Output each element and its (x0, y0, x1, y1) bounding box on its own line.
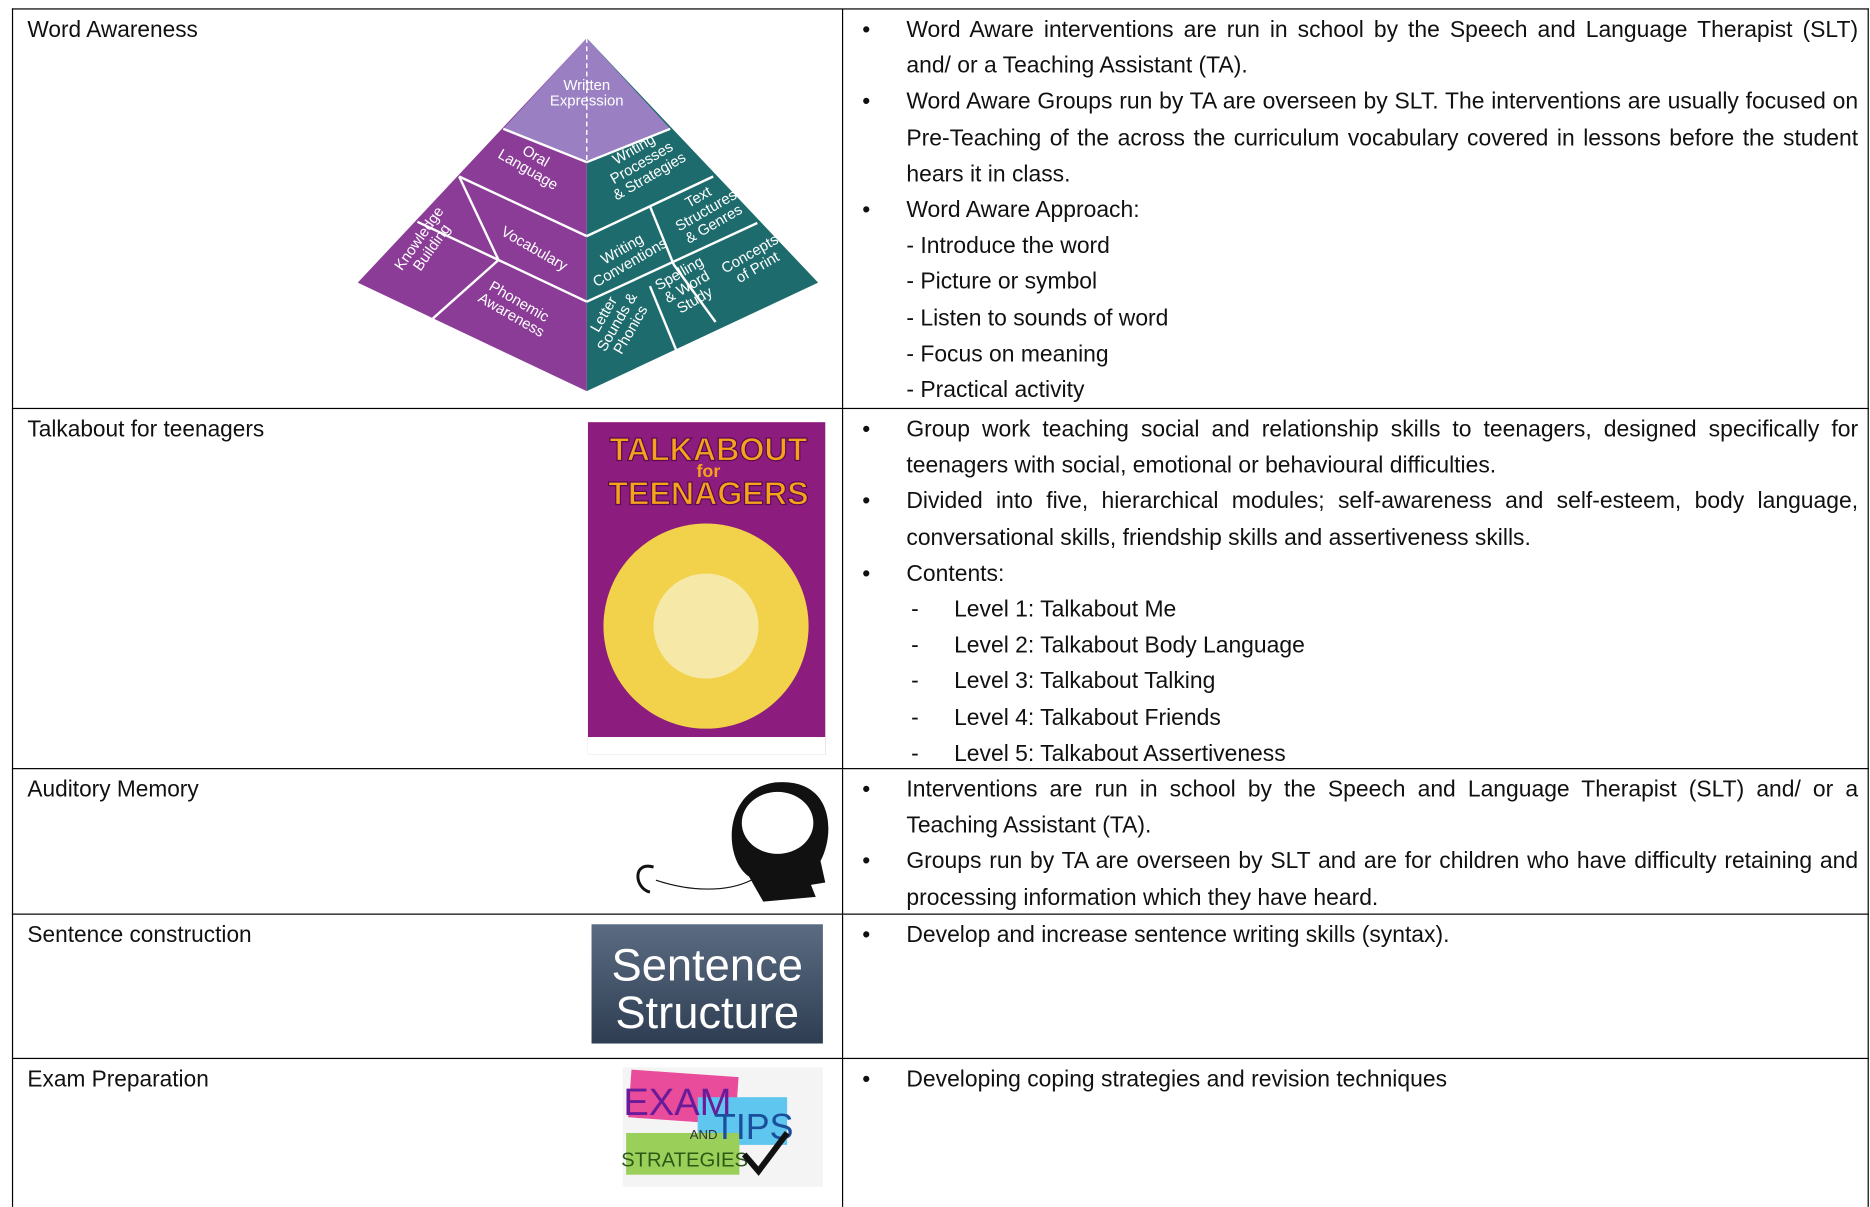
sub-item: - Level 2: Talkabout Body Language (843, 629, 1858, 665)
bullet-item: Group work teaching social and relations… (843, 413, 1858, 485)
bullet-item: Groups run by TA are overseen by SLT and… (843, 845, 1858, 917)
sub-text: Level 4: Talkabout Friends (954, 705, 1221, 731)
row-title: Talkabout for teenagers (27, 417, 265, 443)
sub-item: - Level 3: Talkabout Talking (843, 665, 1858, 701)
row-title: Auditory Memory (27, 777, 199, 803)
bullet-item: Word Aware Groups run by TA are overseen… (843, 85, 1858, 193)
bullet-item: Divided into five, hierarchical modules;… (843, 485, 1858, 557)
row-title: Exam Preparation (27, 1067, 209, 1093)
row-title: Sentence construction (27, 923, 252, 949)
sub-item: - Practical activity (906, 378, 1085, 404)
table-row: Sentence construction Develop and increas… (11, 913, 1869, 1058)
sub-item: - Picture or symbol (906, 270, 1098, 296)
column-divider (841, 1059, 844, 1207)
table-row: Word Awareness Word Aware interventions a… (11, 8, 1869, 409)
description-cell: Word Aware interventions are run in scho… (843, 13, 1858, 409)
sub-marker: - (911, 597, 919, 623)
description-cell: Develop and increase sentence writing sk… (843, 918, 1858, 954)
bullet-item: Interventions are run in school by the S… (843, 773, 1858, 845)
sub-marker: - (911, 669, 919, 695)
bullet-item: Contents: (843, 557, 1858, 593)
column-divider (841, 914, 844, 1058)
sub-text: Level 1: Talkabout Me (954, 597, 1177, 623)
sub-marker: - (911, 741, 919, 767)
bullet-item: Develop and increase sentence writing sk… (843, 918, 1858, 954)
sub-text: Level 2: Talkabout Body Language (954, 633, 1305, 659)
sub-item: - Level 5: Talkabout Assertiveness (843, 737, 1858, 773)
sub-marker: - (911, 705, 919, 731)
description-cell: Interventions are run in school by the S… (843, 773, 1858, 917)
table-row: Exam Preparation Developing coping strate… (11, 1057, 1869, 1207)
sub-text: Level 3: Talkabout Talking (954, 669, 1216, 695)
sub-item: - Introduce the word (906, 234, 1110, 260)
sub-item: - Level 1: Talkabout Me (843, 593, 1858, 629)
row-title: Word Awareness (27, 17, 198, 43)
bullet-item: Word Aware Approach: (843, 193, 1858, 229)
bullet-item: Developing coping strategies and revisio… (843, 1063, 1858, 1099)
description-cell: Developing coping strategies and revisio… (843, 1063, 1858, 1099)
sub-item: - Listen to sounds of word (906, 306, 1169, 332)
sub-text: Level 5: Talkabout Assertiveness (954, 741, 1286, 767)
sub-marker: - (911, 633, 919, 659)
table-row: Auditory Memory Interventions are run in … (11, 768, 1869, 914)
bullet-item: Word Aware interventions are run in scho… (843, 13, 1858, 85)
sub-item: - Focus on meaning (906, 342, 1109, 368)
sub-item: - Level 4: Talkabout Friends (843, 701, 1858, 737)
description-cell: Group work teaching social and relations… (843, 413, 1858, 773)
table-row: Talkabout for teenagers Group work teachi… (11, 407, 1869, 769)
